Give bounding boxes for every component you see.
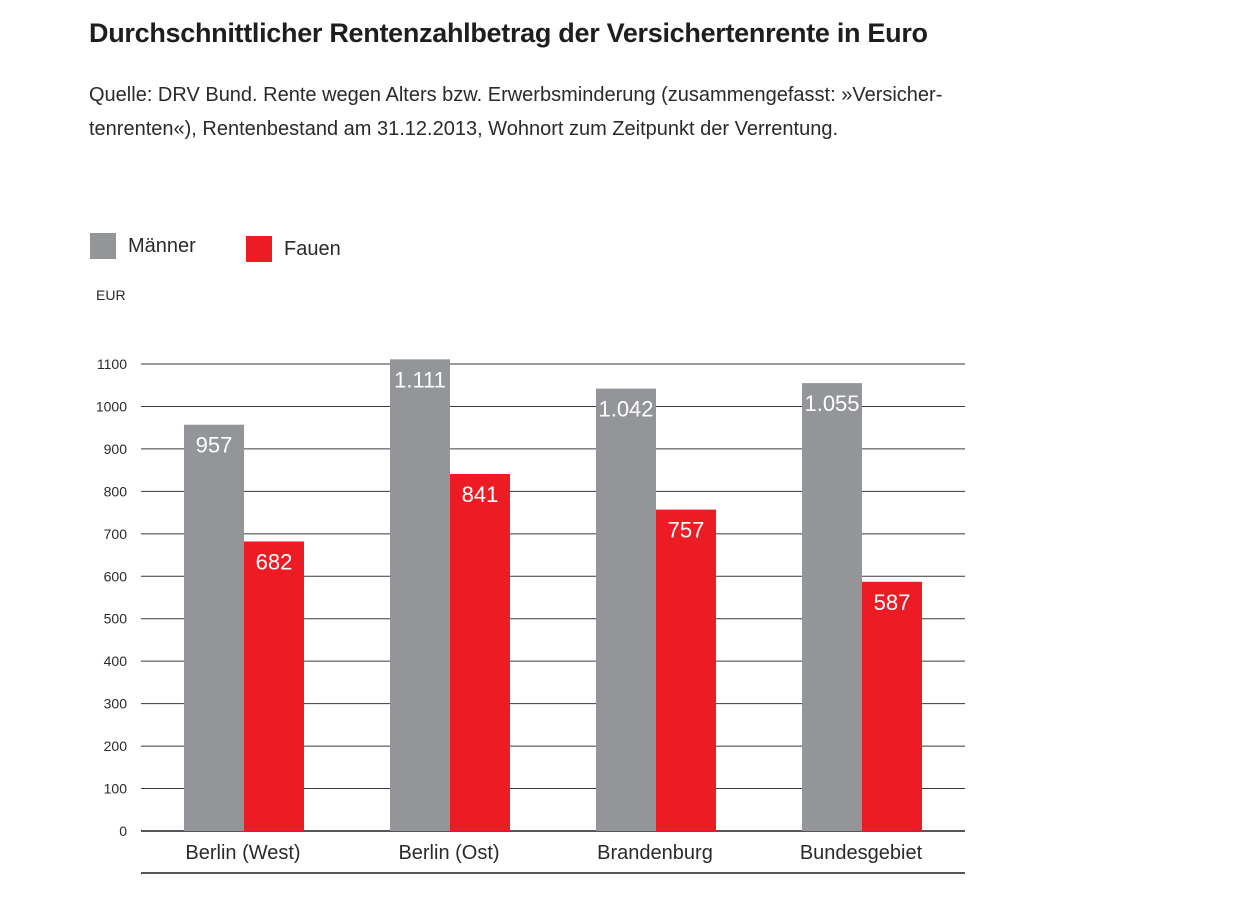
bar-maenner-1: [390, 359, 450, 831]
data-label-frauen-1: 841: [462, 482, 499, 507]
subtitle-line-2: tenrenten«), Rentenbestand am 31.12.2013…: [89, 118, 838, 140]
bar-maenner-3: [802, 383, 862, 831]
subtitle-line-1: Quelle: DRV Bund. Rente wegen Alters bzw…: [89, 84, 943, 106]
data-label-maenner-2: 1.042: [598, 397, 653, 422]
data-label-frauen-3: 587: [874, 590, 911, 615]
y-tick-label-900: 900: [104, 441, 128, 457]
y-tick-label-600: 600: [104, 568, 128, 584]
y-tick-label-400: 400: [104, 653, 128, 669]
y-tick-label-700: 700: [104, 526, 128, 542]
y-tick-label-1100: 1100: [97, 356, 127, 372]
bar-frauen-3: [862, 581, 922, 831]
bar-frauen-1: [450, 473, 510, 831]
y-tick-label-200: 200: [104, 738, 128, 754]
bar-frauen-0: [244, 541, 304, 831]
legend-label-maenner: Männer: [128, 234, 196, 257]
y-tick-label-1000: 1000: [96, 398, 127, 414]
x-category-label-1: Berlin (Ost): [398, 842, 499, 864]
legend-swatch-maenner: [90, 233, 116, 259]
bar-frauen-2: [656, 509, 716, 831]
x-category-label-2: Brandenburg: [597, 842, 713, 864]
y-tick-label-800: 800: [104, 483, 128, 499]
y-tick-label-0: 0: [119, 823, 127, 839]
data-label-frauen-0: 682: [256, 549, 293, 574]
legend-item-maenner: Männer: [90, 233, 196, 259]
x-category-label-3: Bundesgebiet: [800, 842, 923, 864]
y-axis-unit: EUR: [96, 287, 126, 303]
data-label-maenner-0: 957: [196, 433, 233, 458]
y-tick-label-100: 100: [104, 781, 128, 797]
legend-item-frauen: Fauen: [246, 236, 341, 262]
data-label-frauen-2: 757: [668, 518, 705, 543]
data-label-maenner-1: 1.111: [394, 367, 446, 392]
data-label-maenner-3: 1.055: [804, 391, 859, 416]
bar-maenner-2: [596, 388, 656, 831]
legend-label-frauen: Fauen: [284, 237, 341, 260]
bar-maenner-0: [184, 424, 244, 831]
chart-title: Durchschnittlicher Rentenzahlbetrag der …: [89, 18, 928, 48]
y-tick-label-500: 500: [104, 611, 128, 627]
x-category-label-0: Berlin (West): [185, 842, 300, 864]
legend-swatch-frauen: [246, 236, 272, 262]
y-tick-label-300: 300: [104, 696, 128, 712]
chart-subtitle: Quelle: DRV Bund. Rente wegen Alters bzw…: [89, 78, 969, 146]
